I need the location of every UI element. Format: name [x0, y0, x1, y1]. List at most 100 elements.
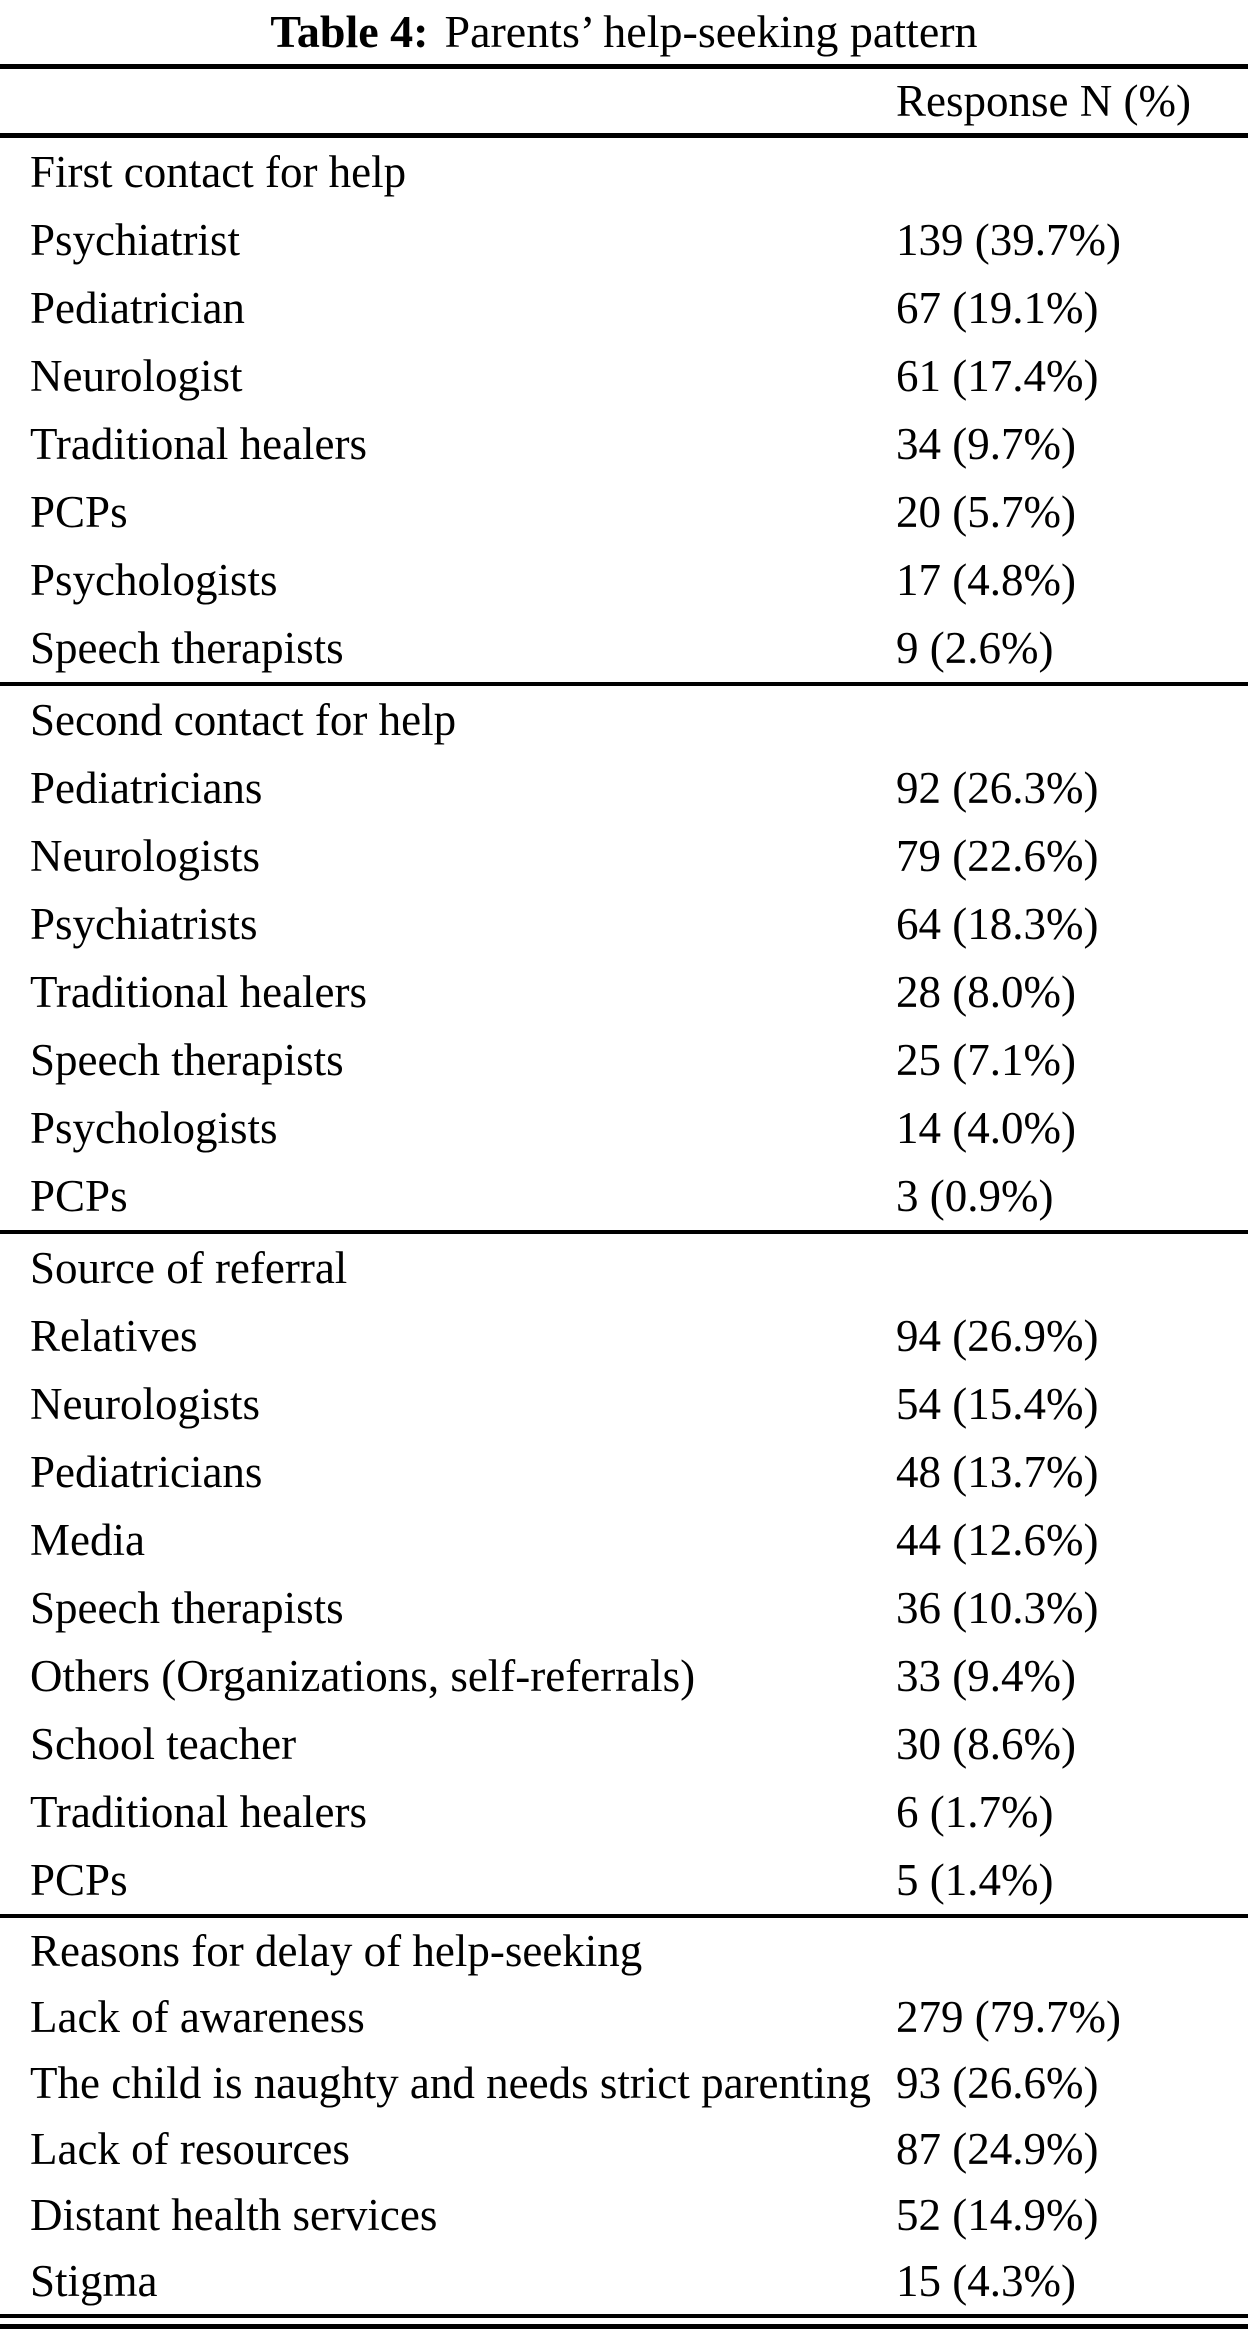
row-label: Lack of resources	[30, 2124, 350, 2174]
table-row: Speech therapists 36 (10.3%)	[0, 1574, 1248, 1642]
table-row: Traditional healers 6 (1.7%)	[0, 1778, 1248, 1846]
section-second-contact: Second contact for help Pediatricians 92…	[0, 686, 1248, 1230]
column-header-row: Response N (%)	[0, 69, 1248, 133]
row-value: 33 (9.4%)	[896, 1651, 1076, 1701]
row-label: Neurologists	[30, 1379, 260, 1429]
table-row: Lack of resources 87 (24.9%)	[0, 2116, 1248, 2182]
row-value: 34 (9.7%)	[896, 419, 1076, 469]
table-row: The child is naughty and needs strict pa…	[0, 2050, 1248, 2116]
row-label: Pediatricians	[30, 763, 263, 813]
row-value: 61 (17.4%)	[896, 351, 1099, 401]
section-header-row: First contact for help	[0, 138, 1248, 206]
response-column-header: Response N (%)	[896, 76, 1191, 126]
row-label: Psychologists	[30, 555, 278, 605]
row-value: 139 (39.7%)	[896, 215, 1121, 265]
top-rule	[0, 64, 1248, 69]
bottom-rule-upper	[0, 2314, 1248, 2318]
row-label: School teacher	[30, 1719, 297, 1769]
row-label: Neurologist	[30, 351, 243, 401]
row-label: Neurologists	[30, 831, 260, 881]
row-value: 15 (4.3%)	[896, 2256, 1076, 2306]
row-value: 6 (1.7%)	[896, 1787, 1054, 1837]
row-value: 67 (19.1%)	[896, 283, 1099, 333]
table-caption-title: Parents’ help-seeking pattern	[444, 6, 978, 57]
section-header-row: Second contact for help	[0, 686, 1248, 754]
row-label: Traditional healers	[30, 967, 368, 1017]
row-value: 48 (13.7%)	[896, 1447, 1099, 1497]
table-row: Psychiatrists 64 (18.3%)	[0, 890, 1248, 958]
row-value: 25 (7.1%)	[896, 1035, 1076, 1085]
section-rule	[0, 1230, 1248, 1234]
table-row: PCPs 20 (5.7%)	[0, 478, 1248, 546]
table-caption-number: Table 4:	[270, 6, 429, 57]
row-value: 54 (15.4%)	[896, 1379, 1099, 1429]
table-row: Psychologists 14 (4.0%)	[0, 1094, 1248, 1162]
row-label: Distant health services	[30, 2190, 438, 2240]
row-label: Traditional healers	[30, 419, 368, 469]
section-header: Reasons for delay of help-seeking	[30, 1926, 643, 1976]
row-value: 87 (24.9%)	[896, 2124, 1099, 2174]
table-row: Stigma 15 (4.3%)	[0, 2248, 1248, 2314]
table-caption: Table 4: Parents’ help-seeking pattern	[0, 0, 1248, 64]
section-header-row: Source of referral	[0, 1234, 1248, 1302]
header-rule	[0, 133, 1248, 138]
row-value: 44 (12.6%)	[896, 1515, 1099, 1565]
section-rule	[0, 682, 1248, 686]
table-row: PCPs 3 (0.9%)	[0, 1162, 1248, 1230]
row-label: Media	[30, 1515, 145, 1565]
row-label: Speech therapists	[30, 623, 344, 673]
row-label: PCPs	[30, 1855, 128, 1905]
row-label: PCPs	[30, 1171, 128, 1221]
table-row: Speech therapists 25 (7.1%)	[0, 1026, 1248, 1094]
row-label: Psychiatrist	[30, 215, 240, 265]
row-value: 14 (4.0%)	[896, 1103, 1076, 1153]
table-row: Pediatrician 67 (19.1%)	[0, 274, 1248, 342]
section-header: Second contact for help	[30, 695, 457, 745]
section-header: Source of referral	[30, 1243, 348, 1293]
row-value: 3 (0.9%)	[896, 1171, 1054, 1221]
section-header: First contact for help	[30, 147, 407, 197]
row-label: Traditional healers	[30, 1787, 368, 1837]
row-value: 93 (26.6%)	[896, 2058, 1099, 2108]
row-label: Psychiatrists	[30, 899, 258, 949]
table-row: Neurologists 54 (15.4%)	[0, 1370, 1248, 1438]
table-row: Media 44 (12.6%)	[0, 1506, 1248, 1574]
row-value: 36 (10.3%)	[896, 1583, 1099, 1633]
table-row: Lack of awareness 279 (79.7%)	[0, 1984, 1248, 2050]
row-value: 20 (5.7%)	[896, 487, 1076, 537]
section-rule	[0, 1914, 1248, 1918]
table-row: Neurologists 79 (22.6%)	[0, 822, 1248, 890]
row-value: 5 (1.4%)	[896, 1855, 1054, 1905]
row-value: 92 (26.3%)	[896, 763, 1099, 813]
table-row: Traditional healers 34 (9.7%)	[0, 410, 1248, 478]
row-value: 79 (22.6%)	[896, 831, 1099, 881]
row-value: 30 (8.6%)	[896, 1719, 1076, 1769]
row-label: The child is naughty and needs strict pa…	[30, 2058, 872, 2108]
row-value: 28 (8.0%)	[896, 967, 1076, 1017]
table-row: Distant health services 52 (14.9%)	[0, 2182, 1248, 2248]
row-label: Relatives	[30, 1311, 198, 1361]
row-label: Pediatrician	[30, 283, 245, 333]
table-row: Others (Organizations, self-referrals) 3…	[0, 1642, 1248, 1710]
section-first-contact: First contact for help Psychiatrist 139 …	[0, 138, 1248, 682]
row-label: PCPs	[30, 487, 128, 537]
row-value: 17 (4.8%)	[896, 555, 1076, 605]
table-row: School teacher 30 (8.6%)	[0, 1710, 1248, 1778]
row-label: Speech therapists	[30, 1583, 344, 1633]
row-label: Pediatricians	[30, 1447, 263, 1497]
table-row: Speech therapists 9 (2.6%)	[0, 614, 1248, 682]
table-row: Neurologist 61 (17.4%)	[0, 342, 1248, 410]
row-label: Others (Organizations, self-referrals)	[30, 1651, 696, 1701]
table-row: Psychologists 17 (4.8%)	[0, 546, 1248, 614]
table-row: Relatives 94 (26.9%)	[0, 1302, 1248, 1370]
row-value: 94 (26.9%)	[896, 1311, 1099, 1361]
table-row: Psychiatrist 139 (39.7%)	[0, 206, 1248, 274]
row-label: Speech therapists	[30, 1035, 344, 1085]
row-value: 9 (2.6%)	[896, 623, 1054, 673]
table-row: Pediatricians 92 (26.3%)	[0, 754, 1248, 822]
row-value: 64 (18.3%)	[896, 899, 1099, 949]
section-reasons-for-delay: Reasons for delay of help-seeking Lack o…	[0, 1918, 1248, 2314]
section-header-row: Reasons for delay of help-seeking	[0, 1918, 1248, 1984]
table-row: Pediatricians 48 (13.7%)	[0, 1438, 1248, 1506]
